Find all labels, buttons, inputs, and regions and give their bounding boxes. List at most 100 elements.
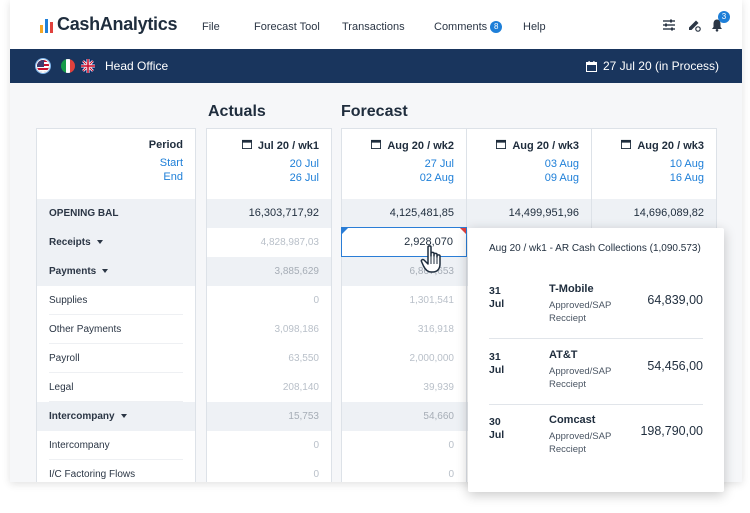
- column-end[interactable]: 26 Jul: [289, 172, 319, 184]
- uk-flag-icon[interactable]: [81, 59, 95, 73]
- calendar-icon: [621, 139, 632, 152]
- entry-day: 31: [489, 351, 501, 363]
- payments-label: Payments: [49, 266, 97, 277]
- nav-help[interactable]: Help: [523, 21, 546, 33]
- notifications-bell-icon[interactable]: 3: [710, 11, 730, 32]
- end-label: End: [163, 171, 183, 183]
- row-label-payments[interactable]: Payments: [37, 257, 195, 286]
- hand-pointer-cursor-icon: [420, 244, 446, 274]
- column-period: Aug 20 / wk3: [512, 139, 579, 152]
- row-label-opening-bal: OPENING BAL: [37, 199, 195, 228]
- intercompany-group-label: Intercompany: [49, 411, 115, 422]
- column-period: Jul 20 / wk1: [257, 139, 319, 152]
- collection-entry-tmobile[interactable]: 31 Jul T-Mobile Approved/SAP Recciept 64,…: [489, 275, 703, 339]
- actuals-heading: Actuals: [208, 103, 266, 120]
- cell-receipts[interactable]: 4,828,987,03: [260, 237, 319, 248]
- column-start[interactable]: 27 Jul: [424, 158, 454, 170]
- entity-name[interactable]: Head Office: [105, 59, 169, 73]
- column-header: Jul 20 / wk1 20 Jul 26 Jul: [207, 129, 331, 199]
- cell-opening-bal[interactable]: 4,125,481,85: [342, 199, 466, 228]
- cell-legal[interactable]: 39,939: [423, 382, 454, 393]
- cell-ic-factoring[interactable]: 0: [313, 469, 319, 480]
- column-end[interactable]: 09 Aug: [544, 172, 579, 184]
- cell-opening-bal[interactable]: 14,696,089,82: [592, 199, 716, 228]
- collection-entry-att[interactable]: 31 Jul AT&T Approved/SAP Recciept 54,456,…: [489, 341, 703, 405]
- popover-title: Aug 20 / wk1 - AR Cash Collections (1,09…: [489, 243, 701, 254]
- caret-down-icon: [102, 269, 109, 273]
- caret-down-icon: [120, 414, 127, 418]
- entry-month: Jul: [489, 364, 505, 376]
- nav-transactions[interactable]: Transactions: [342, 21, 405, 33]
- filter-sliders-icon[interactable]: [662, 18, 676, 32]
- calendar-icon: [496, 139, 507, 152]
- cell-payroll[interactable]: 63,550: [288, 353, 319, 364]
- column-header: Aug 20 / wk2 27 Jul 02 Aug: [342, 129, 466, 199]
- cell-intercompany-group[interactable]: 54,660: [342, 402, 466, 431]
- nav-file[interactable]: File: [202, 21, 220, 33]
- period-header: Period Start End: [37, 129, 195, 199]
- process-date[interactable]: 27 Jul 20 (in Process): [585, 59, 719, 73]
- row-label-legal: Legal: [49, 373, 183, 402]
- row-label-intercompany: Intercompany: [49, 431, 183, 460]
- edit-settings-icon[interactable]: [687, 18, 701, 32]
- collection-entry-comcast[interactable]: 30 Jul Comcast Approved/SAP Recciept 198,…: [489, 406, 703, 470]
- cell-intercompany-group[interactable]: 15,753: [207, 402, 331, 431]
- entry-customer: T-Mobile: [549, 283, 594, 295]
- forecast-heading: Forecast: [341, 103, 408, 120]
- selected-receipts-cell[interactable]: 2,928,070: [341, 227, 467, 257]
- entry-amount: 198,790,00: [640, 424, 703, 438]
- entry-month: Jul: [489, 298, 505, 310]
- cell-opening-bal[interactable]: 14,499,951,96: [467, 199, 591, 228]
- column-start[interactable]: 10 Aug: [669, 158, 704, 170]
- selected-cell-value: 2,928,070: [404, 236, 453, 248]
- entry-status: Approved/SAP Recciept: [549, 300, 612, 324]
- nav-comments-label: Comments: [434, 21, 488, 33]
- entry-day: 31: [489, 285, 501, 297]
- row-label-ic-factoring-flows: I/C Factoring Flows: [49, 460, 183, 482]
- entry-day: 30: [489, 416, 501, 428]
- row-label-supplies: Supplies: [49, 286, 183, 315]
- cell-legal[interactable]: 208,140: [282, 382, 319, 393]
- cell-other-payments[interactable]: 3,098,186: [274, 324, 320, 335]
- entry-status: Approved/SAP Recciept: [549, 431, 612, 455]
- cell-opening-bal[interactable]: 16,303,717,92: [207, 199, 331, 228]
- column-start[interactable]: 03 Aug: [544, 158, 579, 170]
- cell-payroll[interactable]: 2,000,000: [409, 353, 455, 364]
- column-end[interactable]: 16 Aug: [669, 172, 704, 184]
- cell-intercompany[interactable]: 0: [313, 440, 319, 451]
- brand-logo[interactable]: CashAnalytics: [40, 15, 177, 33]
- cell-intercompany[interactable]: 0: [448, 440, 454, 451]
- nav-comments[interactable]: Comments 8: [434, 21, 503, 33]
- ar-collections-popover: Aug 20 / wk1 - AR Cash Collections (1,09…: [468, 228, 724, 492]
- column-end[interactable]: 02 Aug: [419, 172, 454, 184]
- row-label-intercompany-group[interactable]: Intercompany: [37, 402, 195, 431]
- cell-payments[interactable]: 6,867,653: [342, 257, 466, 286]
- comment-marker-icon: [342, 228, 348, 234]
- actuals-column-jul-wk1: Jul 20 / wk1 20 Jul 26 Jul 16,303,717,92…: [206, 128, 332, 482]
- cell-supplies[interactable]: 0: [313, 295, 319, 306]
- receipts-label: Receipts: [49, 237, 91, 248]
- period-label: Period: [148, 139, 183, 151]
- cell-payments[interactable]: 3,885,629: [207, 257, 331, 286]
- entry-amount: 64,839,00: [647, 293, 703, 307]
- entry-date: 30 Jul: [489, 416, 519, 442]
- italy-flag-icon[interactable]: [61, 59, 75, 73]
- nav-forecast-tool[interactable]: Forecast Tool: [254, 21, 320, 33]
- us-flag-icon[interactable]: [36, 59, 50, 73]
- brand-name: CashAnalytics: [57, 14, 178, 34]
- calendar-icon: [585, 60, 597, 72]
- calendar-icon: [241, 139, 252, 152]
- row-label-other-payments: Other Payments: [49, 315, 183, 344]
- cell-supplies[interactable]: 1,301,541: [409, 295, 455, 306]
- logo-bars-icon: [40, 17, 53, 33]
- column-start[interactable]: 20 Jul: [289, 158, 319, 170]
- cell-other-payments[interactable]: 316,918: [417, 324, 454, 335]
- row-label-payroll: Payroll: [49, 344, 183, 373]
- entry-date: 31 Jul: [489, 285, 519, 311]
- caret-down-icon: [96, 240, 103, 244]
- entity-bar: Head Office 27 Jul 20 (in Process): [10, 49, 742, 83]
- start-label: Start: [159, 157, 183, 169]
- cell-ic-factoring[interactable]: 0: [448, 469, 454, 480]
- row-label-receipts[interactable]: Receipts: [37, 228, 195, 257]
- entry-amount: 54,456,00: [647, 359, 703, 373]
